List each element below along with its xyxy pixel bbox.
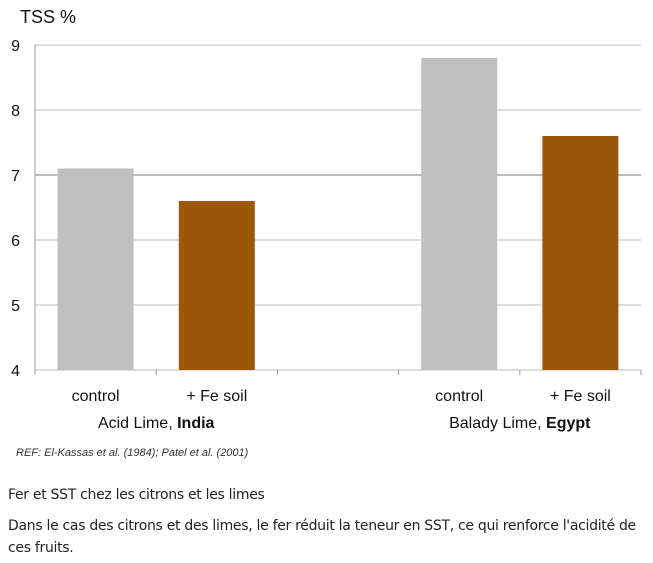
bar-4 — [542, 136, 619, 370]
x-tick-label: control — [72, 388, 120, 405]
x-tick-label: + Fe soil — [550, 388, 611, 405]
x-tick-label: + Fe soil — [186, 388, 247, 405]
x-tick-label: control — [435, 388, 483, 405]
y-tick-label: 7 — [11, 168, 20, 185]
y-tick-label: 8 — [11, 103, 20, 120]
group-label: Acid Lime, India — [98, 415, 215, 432]
reference-note: REF: El-Kassas et al. (1984); Patel et a… — [16, 447, 249, 459]
caption-text: Dans le cas des citrons et des limes, le… — [8, 518, 636, 556]
tss-bar-chart: TSS % 4 5 6 7 8 9 control + Fe soil control + Fe s… — [11, 7, 642, 432]
y-tick-label: 5 — [11, 298, 20, 315]
group-label: Balady Lime, Egypt — [449, 415, 591, 432]
bar-1 — [178, 201, 255, 370]
y-tick-label: 4 — [11, 363, 20, 380]
y-tick-label: 6 — [11, 233, 20, 250]
bar-3 — [421, 58, 498, 370]
caption-title: Fer et SST chez les citrons et les limes — [8, 487, 265, 503]
bar-0 — [57, 168, 134, 370]
y-axis-title: TSS % — [20, 7, 76, 27]
y-tick-label: 9 — [11, 38, 20, 55]
